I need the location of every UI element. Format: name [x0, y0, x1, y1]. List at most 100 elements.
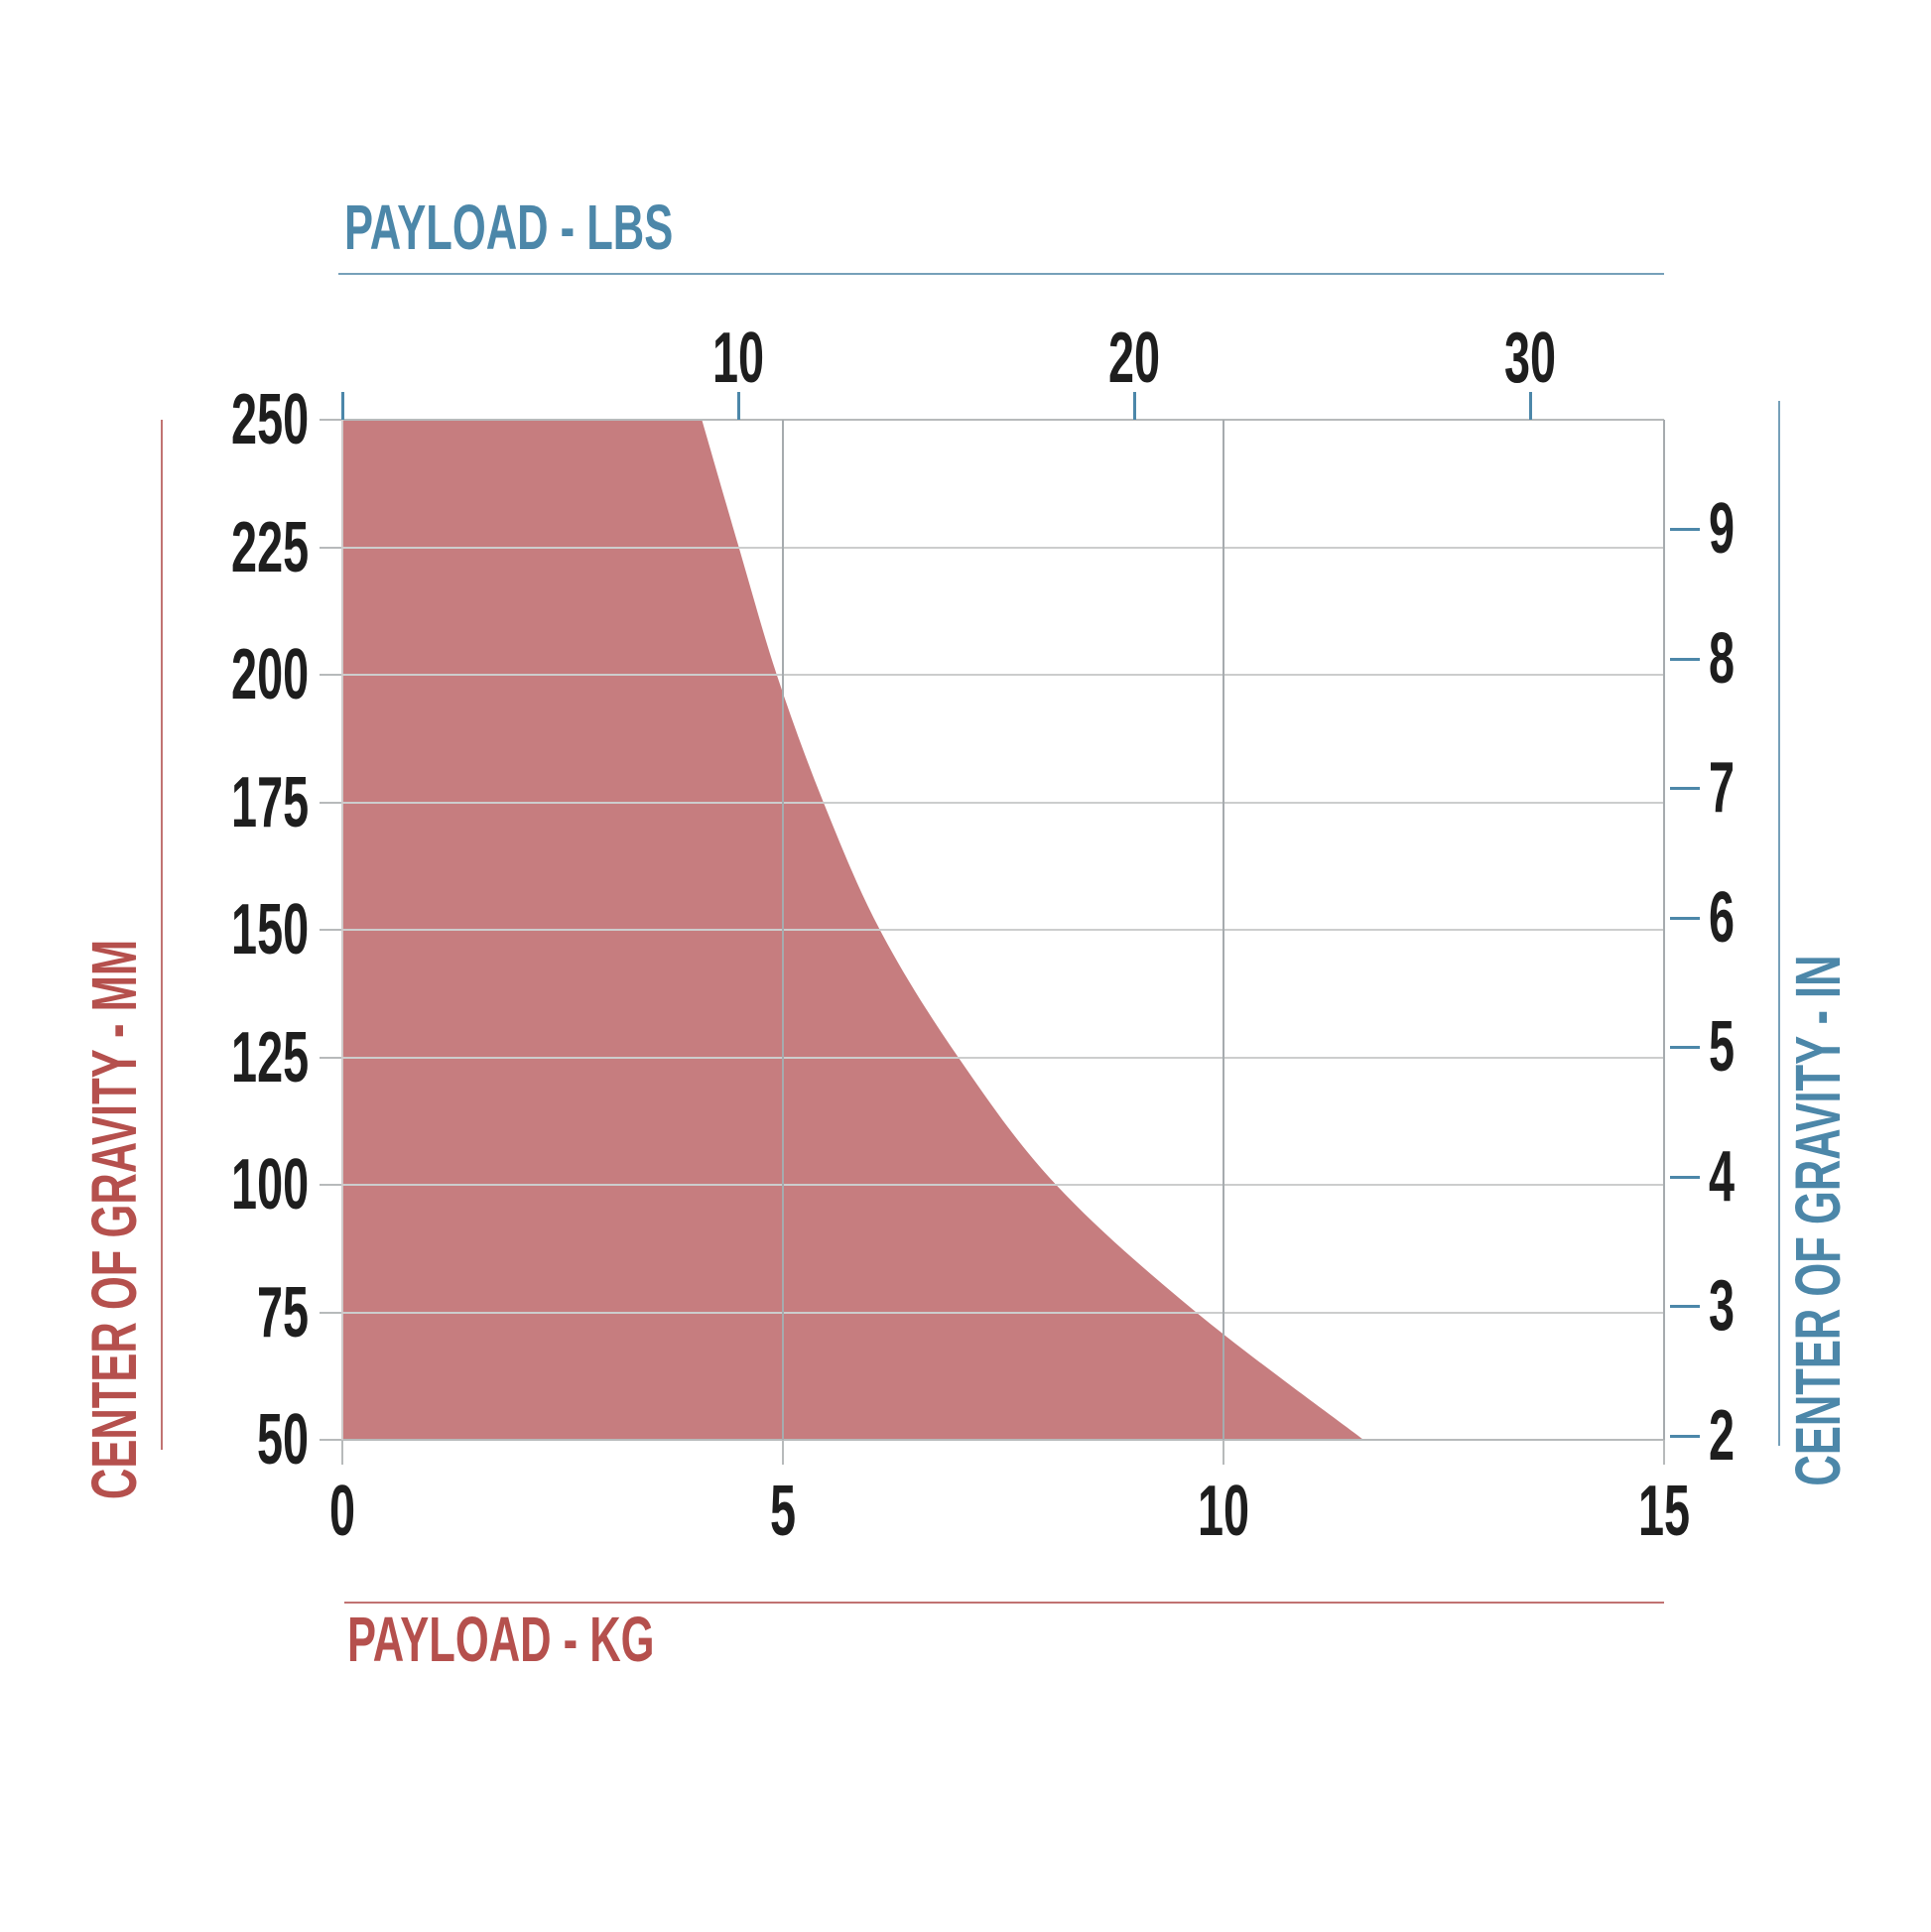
right-tick-6: [1670, 916, 1700, 920]
right-tick-9: [1670, 527, 1700, 531]
bottom-tick-10: [1223, 1440, 1224, 1465]
left-tick-label-225: 225: [190, 512, 309, 583]
top-tick-label-10: 10: [699, 322, 778, 394]
left-tick-label-200: 200: [190, 639, 309, 710]
left-tick-250: [320, 419, 342, 421]
right-axis-title-rule: [1778, 401, 1780, 1446]
right-tick-2: [1670, 1434, 1700, 1438]
left-tick-75: [320, 1311, 342, 1314]
bottom-axis-title: PAYLOAD - KG: [347, 1608, 799, 1671]
bottom-tick-label-10: 10: [1184, 1476, 1263, 1547]
right-tick-label-5-text: 5: [1709, 1007, 1736, 1088]
left-axis-title: CENTER OF GRAVITY - MM: [78, 808, 150, 1631]
left-tick-225: [320, 546, 342, 549]
right-tick-3: [1670, 1305, 1700, 1309]
gridline-mm-200: [342, 674, 1664, 676]
top-tick-20: [1133, 392, 1137, 420]
gridline-mm-150: [342, 929, 1664, 931]
right-tick-label-5: 5: [1709, 1011, 1748, 1083]
right-axis-title-text: CENTER OF GRAVITY - IN: [1782, 955, 1854, 1486]
left-axis-title-text: CENTER OF GRAVITY - MM: [78, 939, 150, 1500]
right-tick-label-6-text: 6: [1709, 877, 1736, 958]
bottom-tick-label-0-text: 0: [328, 1472, 356, 1551]
left-tick-label-225-text: 225: [230, 507, 309, 587]
bottom-tick-label-15-text: 15: [1637, 1472, 1691, 1551]
right-tick-label-4-text: 4: [1709, 1136, 1736, 1217]
bottom-tick-15: [1663, 1440, 1665, 1465]
right-tick-label-7: 7: [1709, 752, 1748, 824]
top-axis-title: PAYLOAD - LBS: [344, 195, 828, 259]
left-tick-label-100: 100: [190, 1149, 309, 1221]
right-tick-label-9: 9: [1709, 493, 1748, 565]
gridline-mm-225: [342, 546, 1664, 549]
bottom-tick-label-0: 0: [322, 1476, 362, 1547]
right-tick-label-9-text: 9: [1709, 488, 1736, 569]
right-axis-title: CENTER OF GRAVITY - IN: [1782, 831, 1854, 1611]
gridline-kg-15: [1663, 420, 1665, 1440]
left-tick-100: [320, 1184, 342, 1186]
top-axis-title-text: PAYLOAD - LBS: [344, 192, 674, 263]
bottom-axis-title-rule: [344, 1602, 1664, 1604]
bottom-tick-0: [341, 1440, 343, 1465]
bottom-axis-title-text: PAYLOAD - KG: [347, 1604, 655, 1675]
left-tick-175: [320, 801, 342, 804]
gridline-kg-5: [782, 420, 784, 1440]
right-tick-label-8-text: 8: [1709, 618, 1736, 699]
left-axis-title-rule: [161, 420, 163, 1450]
top-axis-origin-tick: [341, 392, 344, 420]
bottom-tick-label-5-text: 5: [769, 1472, 797, 1551]
bottom-tick-label-15: 15: [1624, 1476, 1704, 1547]
left-tick-label-250: 250: [190, 384, 309, 455]
right-tick-label-3: 3: [1709, 1270, 1748, 1342]
gridline-mm-100: [342, 1184, 1664, 1186]
right-tick-label-2: 2: [1709, 1400, 1748, 1472]
left-tick-200: [320, 674, 342, 676]
left-tick-50: [320, 1439, 342, 1441]
left-tick-label-175: 175: [190, 767, 309, 838]
right-tick-5: [1670, 1046, 1700, 1050]
left-tick-label-200-text: 200: [230, 635, 309, 714]
left-tick-125: [320, 1056, 342, 1059]
gridline-mm-75: [342, 1311, 1664, 1314]
top-tick-30: [1529, 392, 1533, 420]
top-tick-label-20-text: 20: [1107, 319, 1161, 398]
left-tick-label-175-text: 175: [230, 762, 309, 842]
top-axis-title-rule: [338, 273, 1664, 275]
top-tick-label-30-text: 30: [1504, 319, 1557, 398]
left-tick-label-250-text: 250: [230, 380, 309, 459]
right-tick-label-8: 8: [1709, 623, 1748, 695]
top-tick-10: [737, 392, 740, 420]
left-tick-label-75: 75: [229, 1277, 309, 1349]
left-tick-label-150-text: 150: [230, 890, 309, 969]
left-tick-label-125-text: 125: [230, 1017, 309, 1097]
left-tick-label-50: 50: [229, 1404, 309, 1476]
left-tick-label-50-text: 50: [256, 1400, 309, 1480]
top-tick-label-20: 20: [1094, 322, 1174, 394]
gridline-kg-10: [1223, 420, 1224, 1440]
gridline-mm-175: [342, 801, 1664, 804]
right-tick-label-2-text: 2: [1709, 1395, 1736, 1476]
left-tick-label-75-text: 75: [256, 1272, 309, 1352]
right-tick-7: [1670, 787, 1700, 791]
top-tick-label-30: 30: [1490, 322, 1570, 394]
left-tick-label-150: 150: [190, 894, 309, 966]
right-tick-label-7-text: 7: [1709, 748, 1736, 829]
gridline-mm-125: [342, 1056, 1664, 1059]
left-tick-150: [320, 929, 342, 931]
bottom-tick-5: [782, 1440, 784, 1465]
right-tick-label-4: 4: [1709, 1141, 1748, 1213]
right-tick-8: [1670, 657, 1700, 661]
top-tick-label-10-text: 10: [711, 319, 765, 398]
right-tick-label-6: 6: [1709, 882, 1748, 954]
left-tick-label-100-text: 100: [230, 1145, 309, 1224]
bottom-tick-label-10-text: 10: [1197, 1472, 1250, 1551]
right-tick-4: [1670, 1175, 1700, 1179]
gridline-kg-0: [341, 420, 343, 1440]
gridline-mm-50: [342, 1439, 1664, 1441]
left-tick-label-125: 125: [190, 1022, 309, 1094]
bottom-tick-label-5: 5: [763, 1476, 803, 1547]
right-tick-label-3-text: 3: [1709, 1266, 1736, 1347]
gridline-mm-250: [342, 419, 1664, 421]
